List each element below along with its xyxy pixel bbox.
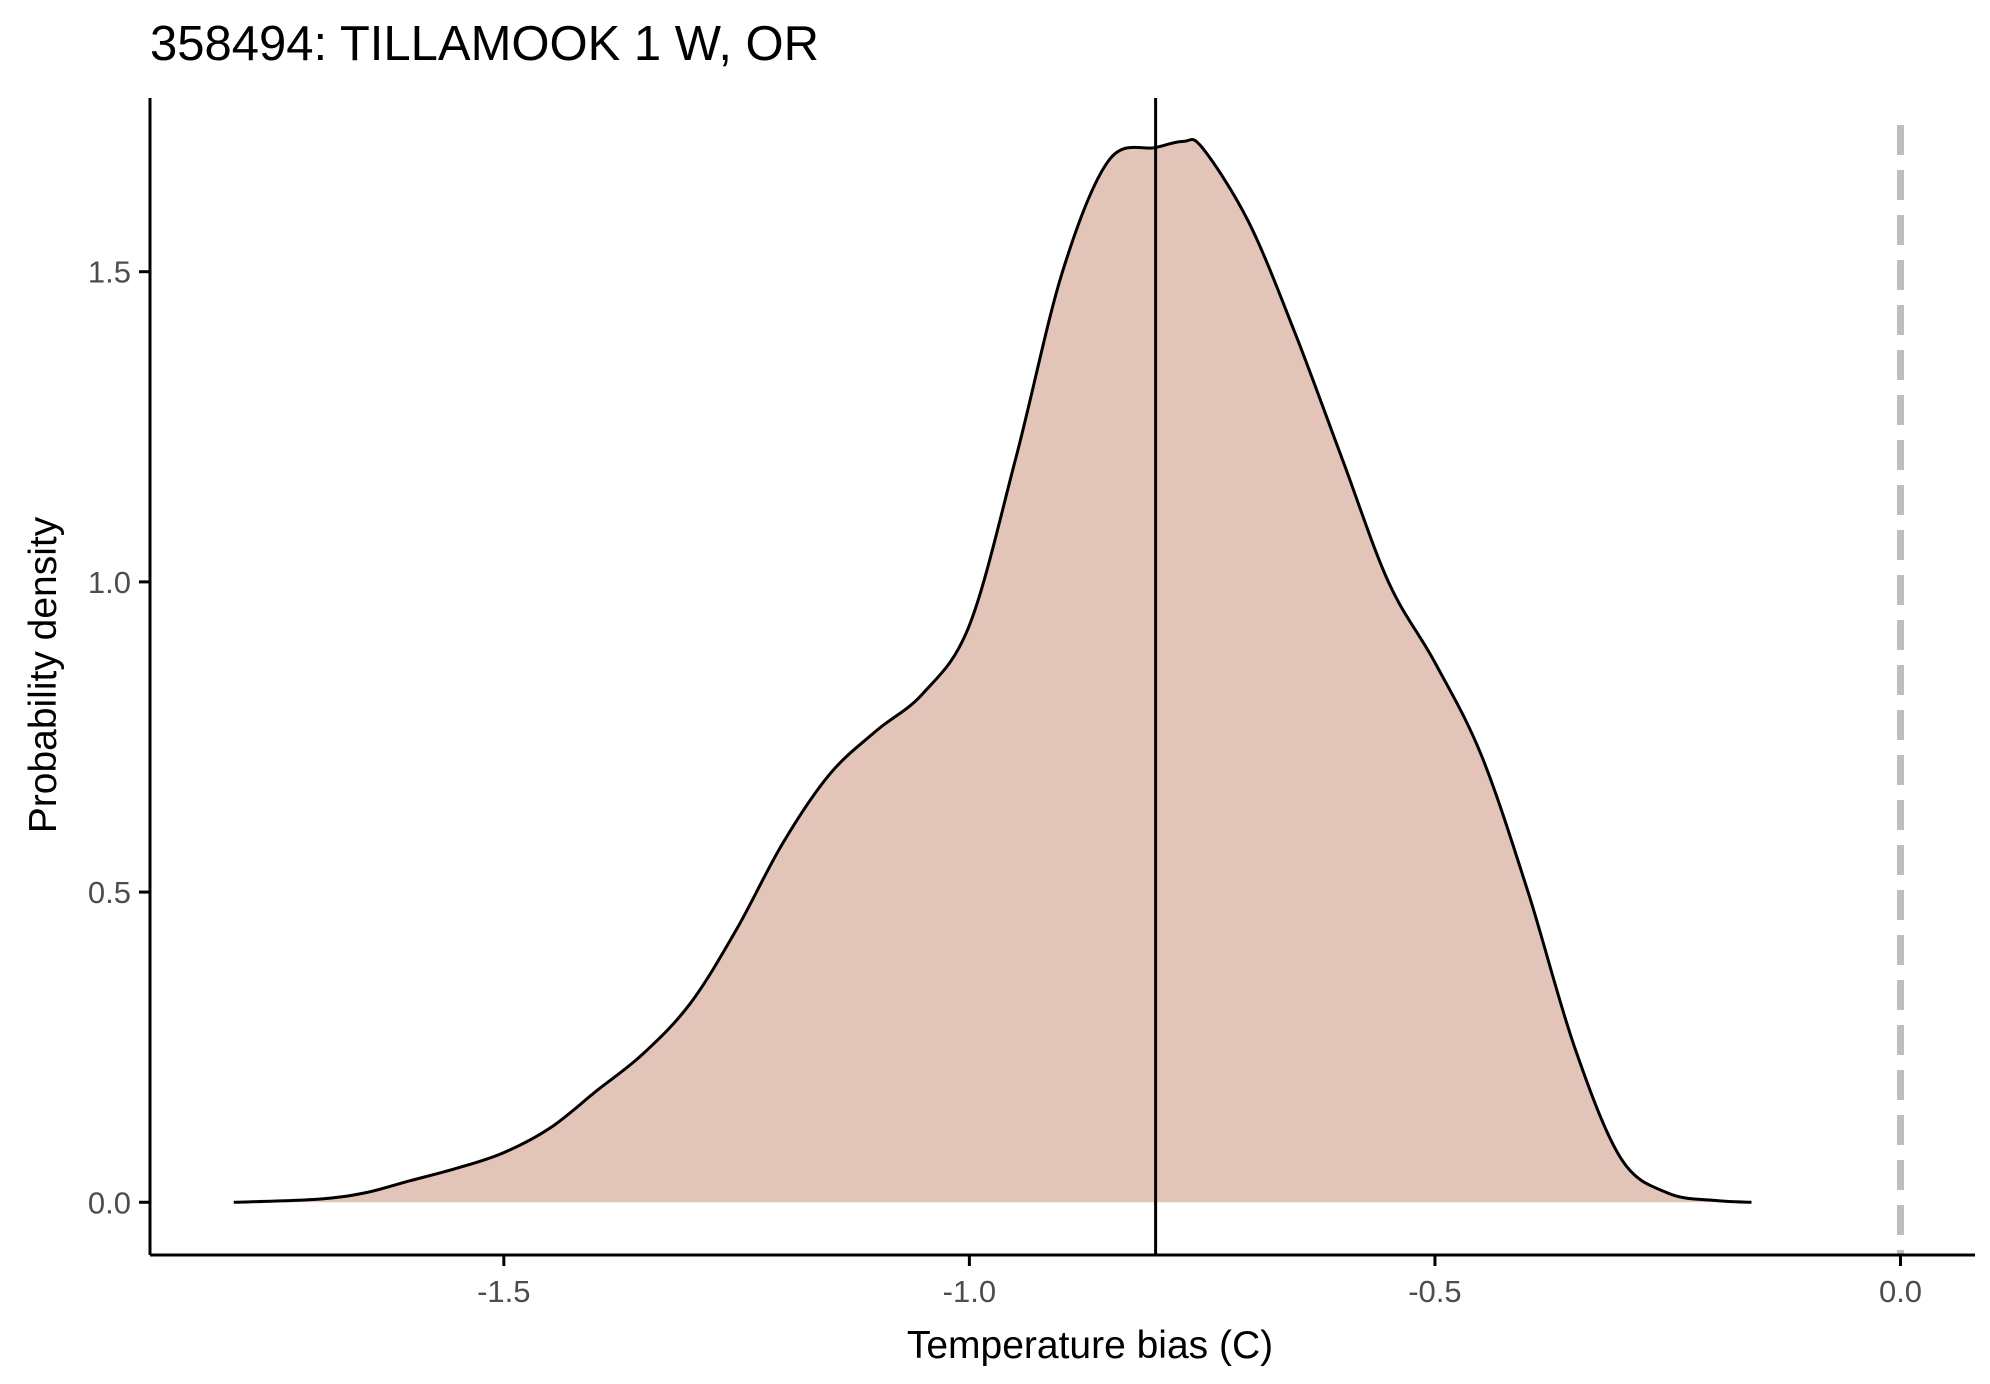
y-tick-label: 1.0 (88, 565, 131, 600)
x-axis-ticks: -1.5 -1.0 -0.5 0.0 (477, 1255, 1922, 1309)
x-tick-label: -0.5 (1408, 1274, 1461, 1309)
x-tick-label: -1.5 (477, 1274, 530, 1309)
x-tick-label: 0.0 (1879, 1274, 1922, 1309)
y-axis-ticks: 0.0 0.5 1.0 1.5 (88, 255, 150, 1220)
chart-title: 358494: TILLAMOOK 1 W, OR (150, 17, 819, 71)
density-area (233, 139, 1752, 1203)
y-tick-label: 0.5 (88, 875, 131, 910)
y-axis-label: Probability density (22, 516, 65, 833)
x-tick-label: -1.0 (943, 1274, 996, 1309)
x-axis-label: Temperature bias (C) (907, 1324, 1273, 1367)
y-tick-label: 0.0 (88, 1185, 131, 1220)
density-curve (233, 137, 1752, 1204)
y-tick-label: 1.5 (88, 255, 131, 290)
